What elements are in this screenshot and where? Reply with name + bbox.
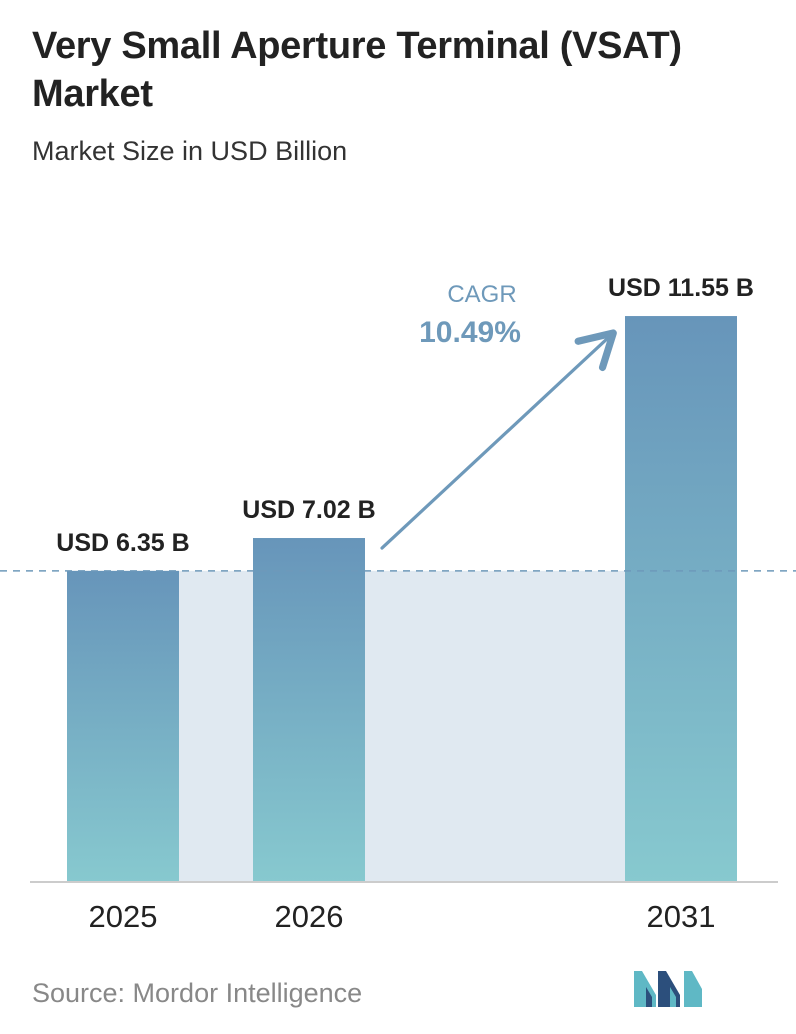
chart-subtitle: Market Size in USD Billion <box>32 136 348 166</box>
bar-2025 <box>67 570 179 882</box>
x-tick-2026: 2026 <box>275 899 344 934</box>
x-tick-2025: 2025 <box>89 899 158 934</box>
chart-title: Very Small Aperture Terminal (VSAT) Mark… <box>32 25 682 115</box>
chart-area: USD 6.35 B 2025 USD 7.02 B 2026 USD 11.55 B 2… <box>0 274 796 934</box>
mordor-intelligence-logo <box>634 971 702 1007</box>
cagr-value: 10.49% <box>419 316 521 349</box>
cagr-arrow <box>380 329 617 550</box>
bar-2026 <box>253 538 365 882</box>
reference-band <box>179 570 625 882</box>
value-label-2031: USD 11.55 B <box>608 274 754 302</box>
x-tick-2031: 2031 <box>647 899 716 934</box>
value-label-2026: USD 7.02 B <box>242 496 375 524</box>
cagr-label: CAGR <box>447 281 516 308</box>
value-label-2025: USD 6.35 B <box>56 529 189 557</box>
bar-2031 <box>625 316 737 882</box>
source-note: Source: Mordor Intelligence <box>32 978 363 1008</box>
